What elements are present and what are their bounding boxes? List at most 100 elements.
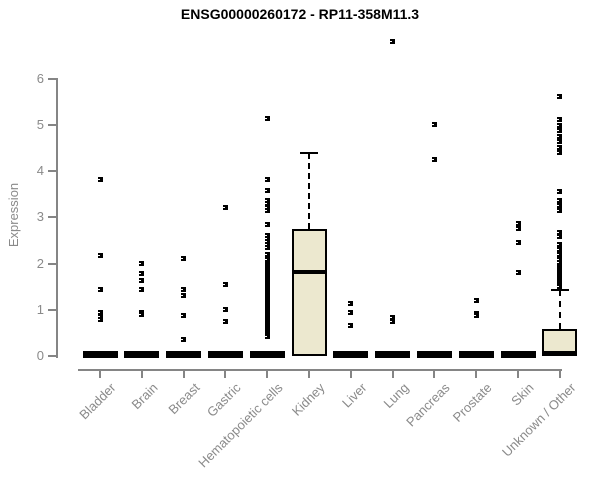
outlier-point-bladder (98, 287, 103, 292)
whisker-kidney (308, 153, 310, 229)
x-tick (475, 371, 477, 378)
zero-bar-liver (333, 351, 368, 358)
outlier-point-unknown-other (557, 203, 562, 208)
outlier-point-unknown-other (557, 260, 562, 265)
outlier-point-hematopoietic-cells (265, 236, 270, 241)
chart-title: ENSG00000260172 - RP11-358M11.3 (180, 6, 420, 22)
x-tick (183, 371, 185, 378)
zero-bar-lung (375, 351, 410, 358)
median-line-kidney (292, 270, 327, 274)
y-tick (48, 170, 56, 172)
y-tick-label: 6 (36, 71, 44, 86)
x-tick (224, 371, 226, 378)
outlier-point-pancreas (432, 157, 437, 162)
x-tick (308, 371, 310, 378)
outlier-point-hematopoietic-cells (265, 257, 270, 262)
zero-bar-gastric (208, 351, 243, 358)
outlier-point-breast (181, 337, 186, 342)
x-tick (141, 371, 143, 378)
outlier-point-hematopoietic-cells (265, 198, 270, 203)
outlier-point-unknown-other (557, 230, 562, 235)
outlier-point-hematopoietic-cells (265, 252, 270, 257)
whisker-cap-unknown-other (550, 289, 569, 291)
y-tick-label: 2 (36, 256, 44, 271)
outlier-point-hematopoietic-cells (265, 242, 270, 247)
x-tick (517, 371, 519, 378)
y-tick-label: 5 (36, 117, 44, 132)
y-tick (48, 263, 56, 265)
outlier-point-breast (181, 313, 186, 318)
y-tick-label: 4 (36, 163, 44, 178)
outlier-point-lung (390, 319, 395, 324)
outlier-point-lung (390, 315, 395, 320)
outlier-point-gastric (223, 205, 228, 210)
outlier-point-gastric (223, 319, 228, 324)
outlier-point-prostate (474, 298, 479, 303)
zero-bar-brain (124, 351, 159, 358)
x-tick (433, 371, 435, 378)
outlier-point-unknown-other (557, 94, 562, 99)
outlier-point-gastric (223, 282, 228, 287)
x-tick (350, 371, 352, 378)
x-tick (266, 371, 268, 378)
outlier-point-bladder (98, 310, 103, 315)
outlier-point-skin (516, 240, 521, 245)
outlier-point-liver (348, 323, 353, 328)
y-tick-label: 0 (36, 348, 44, 363)
outlier-point-breast (181, 293, 186, 298)
outlier-point-brain (139, 271, 144, 276)
zero-bar-hematopoietic-cells (250, 351, 285, 358)
x-tick (392, 371, 394, 378)
outlier-point-unknown-other (557, 208, 562, 213)
x-tick (559, 371, 561, 378)
y-tick (48, 216, 56, 218)
outlier-point-unknown-other (557, 247, 562, 252)
outlier-point-hematopoietic-cells (265, 233, 270, 238)
outlier-point-unknown-other (557, 139, 562, 144)
outlier-point-unknown-other (557, 198, 562, 203)
outlier-point-unknown-other (557, 134, 562, 139)
y-tick (48, 309, 56, 311)
whisker-cap-kidney (300, 152, 318, 154)
outlier-point-bladder (98, 317, 103, 322)
outlier-point-hematopoietic-cells (265, 177, 270, 182)
zero-bar-pancreas (417, 351, 452, 358)
outlier-point-unknown-other (557, 257, 562, 262)
outlier-point-unknown-other (557, 128, 562, 133)
zero-bar-breast (166, 351, 201, 358)
outlier-point-unknown-other (557, 123, 562, 128)
outlier-point-hematopoietic-cells (265, 239, 270, 244)
y-tick (48, 355, 56, 357)
outlier-point-hematopoietic-cells (265, 205, 270, 210)
outlier-point-breast (181, 287, 186, 292)
outlier-point-bladder (98, 177, 103, 182)
zero-bar-bladder (83, 351, 118, 358)
y-tick-label: 3 (36, 209, 44, 224)
outlier-point-brain (139, 312, 144, 317)
y-axis (56, 78, 58, 358)
outlier-point-liver (348, 310, 353, 315)
outlier-point-hematopoietic-cells (265, 188, 270, 193)
outlier-point-breast (181, 256, 186, 261)
outlier-point-bladder (98, 253, 103, 258)
outlier-point-unknown-other (557, 150, 562, 155)
outlier-point-lung (390, 39, 395, 44)
outlier-point-unknown-other (557, 242, 562, 247)
outlier-point-gastric (223, 307, 228, 312)
zero-bar-prostate (459, 351, 494, 358)
outlier-point-hematopoietic-cells (265, 245, 270, 250)
outlier-point-brain (139, 278, 144, 283)
outlier-point-unknown-other (557, 234, 562, 239)
outlier-point-unknown-other (557, 284, 562, 289)
x-axis (78, 369, 562, 371)
outlier-point-hematopoietic-cells (265, 334, 270, 339)
box-kidney (292, 229, 327, 356)
x-tick-label-unknown-other: Unknown / Other (499, 380, 579, 460)
outlier-point-brain (139, 261, 144, 266)
outlier-point-hematopoietic-cells (265, 222, 270, 227)
zero-bar-skin (501, 351, 536, 358)
outlier-point-unknown-other (557, 117, 562, 122)
y-tick-label: 1 (36, 302, 44, 317)
